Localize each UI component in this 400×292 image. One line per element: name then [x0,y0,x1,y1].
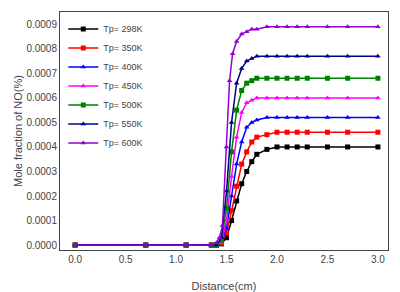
svg-text:0.0009: 0.0009 [26,19,57,30]
svg-text:0.0002: 0.0002 [26,191,57,202]
svg-text:0.0: 0.0 [68,254,82,265]
svg-text:0.5: 0.5 [119,254,133,265]
svg-text:0.0001: 0.0001 [26,215,57,226]
svg-text:Distance(cm): Distance(cm) [192,280,257,292]
svg-text:0.0003: 0.0003 [26,166,57,177]
svg-text:0.0005: 0.0005 [26,117,57,128]
svg-text:Tp= 500K: Tp= 500K [103,100,142,110]
svg-text:Tp= 550K: Tp= 550K [103,119,142,129]
svg-text:0.0004: 0.0004 [26,141,57,152]
svg-text:3.0: 3.0 [371,254,385,265]
svg-text:0.0000: 0.0000 [26,240,57,251]
svg-text:2.5: 2.5 [320,254,334,265]
svg-text:0.0006: 0.0006 [26,92,57,103]
svg-text:1.0: 1.0 [169,254,183,265]
svg-text:2.0: 2.0 [270,254,284,265]
svg-text:Tp= 350K: Tp= 350K [103,43,142,53]
svg-text:Tp= 450K: Tp= 450K [103,81,142,91]
svg-text:Mole fraction of NO(%): Mole fraction of NO(%) [12,75,24,187]
svg-text:0.0007: 0.0007 [26,68,57,79]
svg-text:Tp= 400K: Tp= 400K [103,62,142,72]
svg-text:Tp= 600K: Tp= 600K [103,138,142,148]
svg-text:Tp= 298K: Tp= 298K [103,24,142,34]
svg-text:1.5: 1.5 [220,254,234,265]
svg-text:0.0008: 0.0008 [26,43,57,54]
